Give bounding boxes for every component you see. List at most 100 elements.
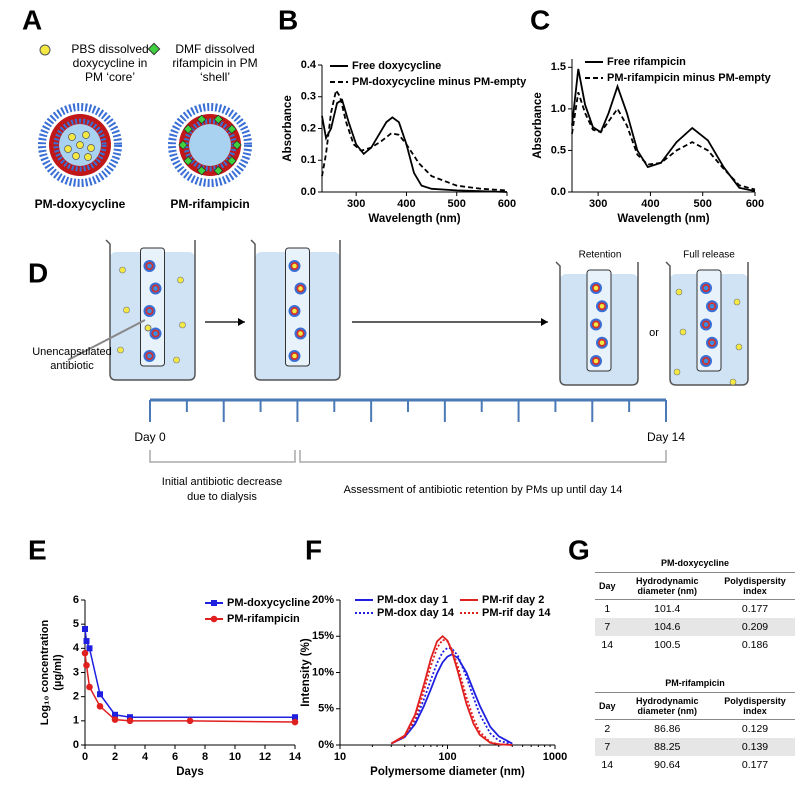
- x-axis-label: Polymersome diameter (nm): [370, 766, 525, 778]
- polymersome-core: [153, 331, 158, 336]
- polymersome-core: [599, 340, 605, 346]
- x-axis-label: Wavelength (nm): [368, 213, 460, 225]
- y-tick-label: 3: [73, 666, 79, 678]
- table-cell: 7: [595, 738, 620, 756]
- drug-dot: [68, 133, 76, 141]
- y-tick-label: 5%: [318, 703, 334, 715]
- x-tick-label: 400: [397, 198, 415, 210]
- panel-label: D: [28, 257, 48, 288]
- y-axis-label: Absorbance: [532, 92, 544, 158]
- legend-text: ‘shell’: [200, 70, 230, 84]
- table-cell: 7: [595, 618, 620, 636]
- pointer: [67, 319, 146, 361]
- series-line: [84, 653, 296, 723]
- table-cell: 14: [601, 759, 614, 771]
- bracket: [299, 450, 667, 463]
- drug-dot: [72, 152, 80, 160]
- point: [81, 649, 89, 657]
- x-tick-label: 10: [334, 751, 346, 763]
- beaker: [555, 261, 639, 386]
- y-axis-unit: (µg/ml): [52, 654, 64, 691]
- annotation: Full release: [683, 250, 735, 261]
- free-drug: [123, 306, 130, 314]
- caption: PM-rifampicin: [170, 197, 249, 211]
- drug-diamond: [227, 156, 237, 166]
- table-cell: 0.209: [715, 618, 795, 636]
- core-legend-dot: [39, 44, 51, 56]
- header-cell: Hydrodynamic diameter (nm): [619, 692, 715, 720]
- polymersome-core: [147, 308, 152, 314]
- point: [97, 691, 103, 698]
- polymersome-core: [703, 322, 709, 327]
- table-row: 1 101.4 0.177: [595, 600, 795, 619]
- y-tick-label: 0.5: [551, 144, 566, 156]
- y-tick-label: 0.0: [551, 186, 566, 198]
- drug-diamond: [178, 140, 188, 150]
- legend-label: Free rifampicin: [607, 56, 686, 68]
- polymersome-core: [703, 358, 709, 364]
- point: [127, 714, 133, 721]
- point: [186, 717, 194, 725]
- legend-label: Free doxycycline: [352, 60, 441, 72]
- legend-marker: [211, 600, 217, 606]
- point: [112, 711, 118, 718]
- legend-label: PM-rif day 2: [482, 594, 544, 606]
- free-drug: [675, 288, 683, 296]
- y-tick-label: 1: [73, 715, 79, 727]
- panel-label: E: [28, 534, 47, 565]
- series-line: [84, 628, 295, 718]
- y-tick-label: 2: [73, 691, 79, 703]
- y-tick-label: 0.4: [301, 59, 317, 71]
- table-title: PM-doxycycline: [660, 558, 730, 568]
- vesicle-core: [189, 124, 231, 166]
- table-cell: 0.139: [715, 738, 795, 756]
- series-line: [571, 91, 756, 191]
- table-cell: 2: [604, 723, 611, 735]
- table-cell: 0.186: [741, 639, 769, 651]
- y-tick-label: 0: [73, 739, 79, 751]
- x-axis-label: Wavelength (nm): [617, 213, 709, 225]
- table-title: PM-rifampicin: [665, 678, 725, 688]
- y-tick-label: 1.5: [551, 61, 566, 73]
- polymersome-core: [703, 285, 709, 291]
- drug-diamond: [213, 166, 224, 176]
- drug-dot: [64, 145, 72, 153]
- header-cell: Polydispersity index: [715, 692, 795, 720]
- header-cell: Day: [595, 572, 620, 600]
- table-cell: 90.64: [654, 759, 681, 771]
- header-row: Day Hydrodynamic diameter (nm) Polydispers…: [595, 692, 795, 720]
- series-line: [390, 653, 513, 745]
- y-tick-label: 15%: [312, 630, 334, 642]
- legend-label: PM-doxycycline: [227, 597, 310, 609]
- point: [86, 645, 93, 652]
- header-row: Day Hydrodynamic diameter (nm) Polydispers…: [595, 572, 795, 600]
- table-cell: 104.6: [619, 618, 715, 636]
- point: [126, 717, 134, 725]
- x-tick-label: 10: [229, 751, 241, 763]
- caption: PM-doxycycline: [35, 197, 126, 211]
- annotation: due to dialysis: [187, 491, 257, 503]
- table-row: 2 86.86 0.129: [595, 720, 795, 739]
- annotation: or: [649, 327, 659, 339]
- x-tick-label: 600: [746, 198, 764, 210]
- table-row: 14 100.5 0.186: [595, 636, 795, 654]
- x-axis-label: Days: [176, 766, 204, 778]
- free-drug: [144, 324, 152, 332]
- free-drug: [173, 356, 180, 364]
- free-drug: [179, 321, 186, 329]
- y-axis-label: Intensity (%): [300, 638, 312, 707]
- header-cell: Hydrodynamic diameter (nm): [619, 572, 715, 600]
- polymersome-core: [298, 286, 303, 291]
- beaker: [250, 239, 341, 381]
- series-line: [390, 635, 513, 746]
- point: [291, 718, 299, 726]
- y-tick-label: 4: [73, 642, 80, 654]
- drug-dot: [87, 144, 95, 152]
- y-tick-label: 6: [73, 594, 79, 606]
- beaker: [105, 239, 196, 381]
- table: Day Hydrodynamic diameter (nm) Polydispers…: [595, 572, 795, 654]
- polymersome-core: [599, 303, 605, 309]
- table: Day Hydrodynamic diameter (nm) Polydispers…: [595, 692, 795, 774]
- arrow-head: [238, 318, 245, 326]
